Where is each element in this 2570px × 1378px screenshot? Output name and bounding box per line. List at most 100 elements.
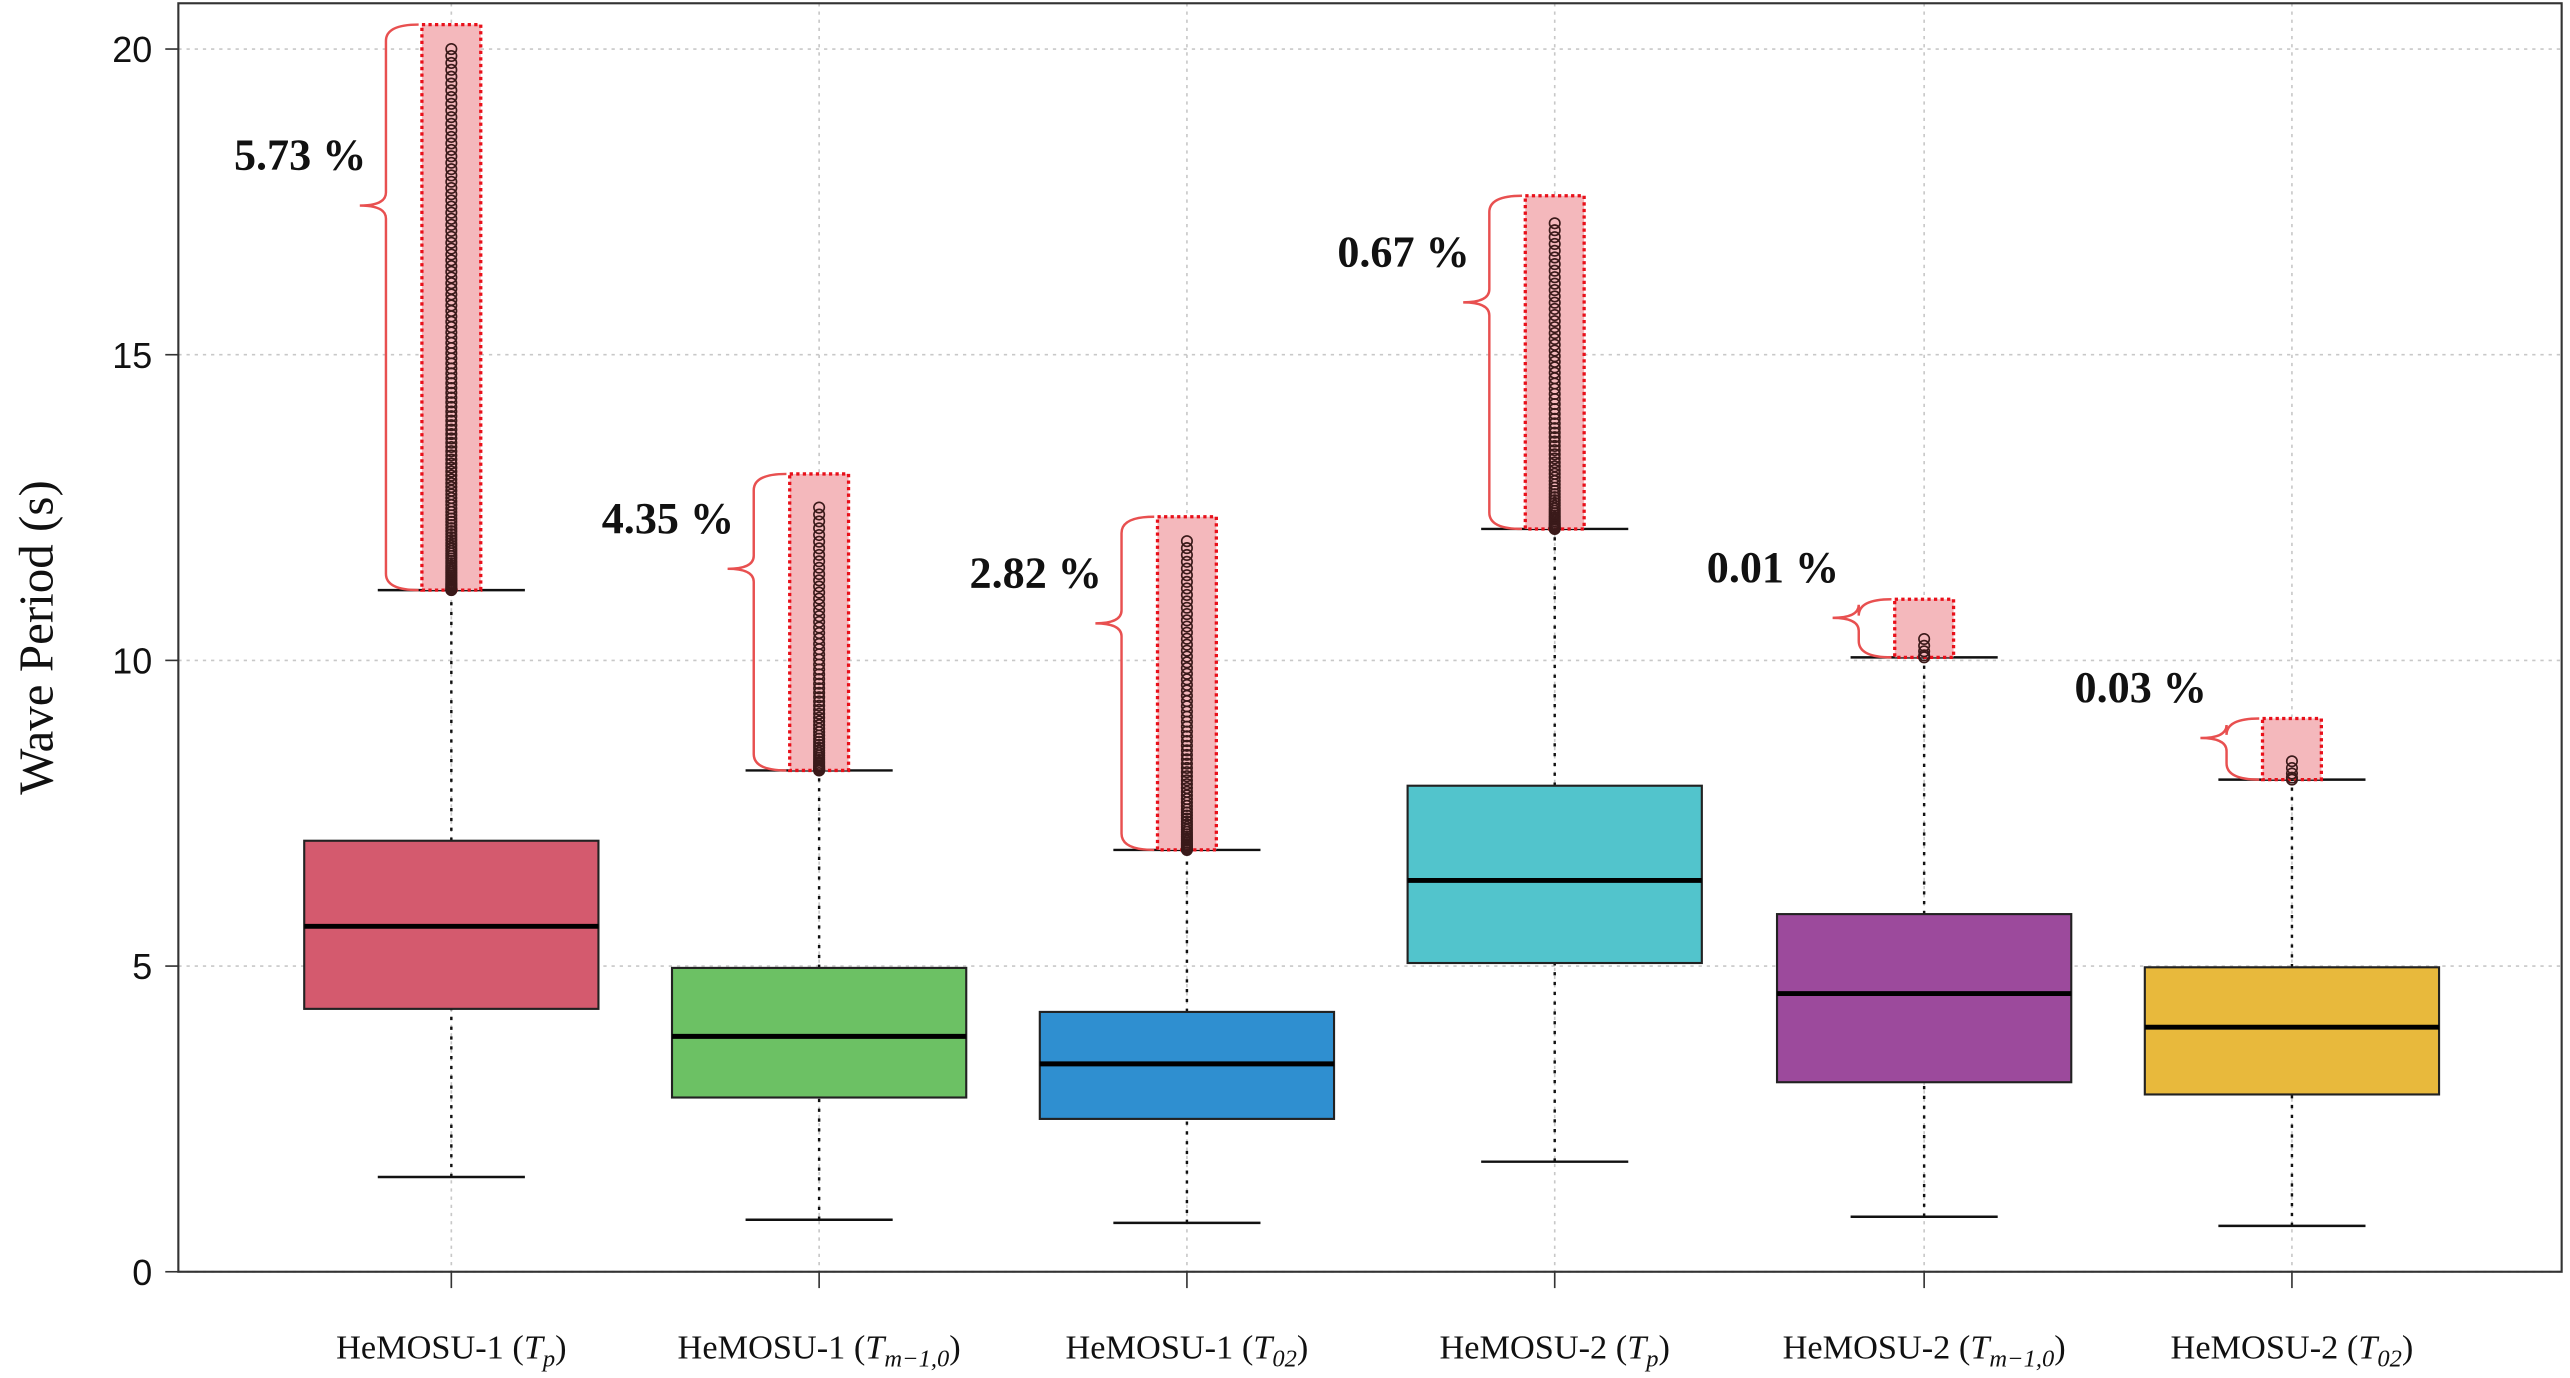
- outlier-point: [1548, 290, 1561, 303]
- outlier-point: [813, 528, 826, 542]
- outlier-point: [1548, 417, 1561, 430]
- outlier-point: [813, 555, 826, 568]
- outlier-point: [1180, 761, 1193, 774]
- outlier-percent-label: 4.35 %: [602, 494, 734, 543]
- outlier-point: [813, 695, 826, 708]
- x-tick-label: HeMOSU-2 (Tp): [1439, 1328, 1670, 1372]
- outlier-point: [1548, 448, 1561, 461]
- outlier-point: [1548, 332, 1561, 346]
- outlier-point: [445, 396, 458, 409]
- box: [670, 966, 968, 1099]
- outlier-point: [1548, 302, 1561, 315]
- outlier-point: [445, 188, 458, 201]
- outlier-brace: [1463, 194, 1523, 531]
- outlier-point: [445, 282, 458, 295]
- x-tick-label: HeMOSU-2 (Tm−1,0): [1783, 1328, 2066, 1372]
- outlier-point: [1548, 296, 1561, 309]
- outlier-point: [445, 230, 458, 243]
- outlier-point: [445, 525, 458, 538]
- outlier-point: [1180, 542, 1193, 555]
- outlier-brace: [727, 472, 787, 772]
- outlier-point: [1180, 789, 1193, 802]
- outlier-point: [445, 70, 458, 83]
- outlier-point: [445, 63, 458, 76]
- outlier-point: [445, 156, 458, 169]
- outlier-point: [445, 271, 458, 284]
- x-tick-label: HeMOSU-1 (T02): [1066, 1328, 1309, 1372]
- outlier-point: [445, 445, 458, 458]
- x-tick-label-part: HeMOSU-1 (: [678, 1328, 866, 1366]
- outlier-point: [1180, 735, 1193, 748]
- outlier-point: [1180, 535, 1193, 548]
- outlier-point: [1548, 244, 1561, 257]
- outlier-point: [1548, 452, 1561, 465]
- outlier-point: [813, 691, 826, 704]
- x-tick-label-part: p: [1644, 1346, 1658, 1373]
- outlier-point: [1180, 656, 1193, 669]
- outlier-point: [445, 56, 458, 69]
- outlier-point: [1548, 355, 1561, 368]
- outlier-point: [445, 181, 458, 195]
- outlier-point: [813, 515, 826, 528]
- outlier-point: [1548, 258, 1561, 271]
- outlier-point: [445, 236, 458, 249]
- outlier-point: [1180, 562, 1193, 575]
- x-tick-label-part: m−1,0: [884, 1346, 949, 1373]
- outlier-point: [1180, 662, 1193, 675]
- outlier-point: [1180, 614, 1193, 627]
- outlier-point: [445, 473, 458, 486]
- outlier-point: [1548, 327, 1561, 340]
- outlier-point: [813, 604, 826, 617]
- outlier-point: [445, 137, 458, 150]
- outlier-point: [445, 480, 458, 494]
- outlier-point: [1548, 435, 1561, 448]
- outlier-point: [813, 548, 826, 561]
- y-tick-label: 15: [112, 335, 152, 376]
- outlier-point: [445, 143, 458, 156]
- outlier-point: [1180, 809, 1193, 822]
- outlier-point: [445, 449, 458, 462]
- outlier-point: [445, 400, 458, 414]
- outlier-region: [1155, 515, 1218, 852]
- x-tick-label-part: HeMOSU-2 (: [1439, 1328, 1627, 1366]
- box: [1406, 784, 1703, 965]
- outlier-point: [1180, 569, 1193, 582]
- outlier-point: [813, 715, 826, 728]
- outlier-point: [1548, 309, 1561, 322]
- plot-frame: [177, 2, 2563, 1273]
- outlier-point: [445, 453, 458, 466]
- outlier-point: [1548, 264, 1561, 277]
- box: [2143, 966, 2441, 1096]
- outlier-point: [445, 410, 458, 423]
- outlier-point: [445, 175, 458, 188]
- outlier-point: [1548, 277, 1561, 290]
- outlier-point: [1548, 464, 1561, 477]
- outlier-point: [1180, 748, 1193, 761]
- outlier-point: [445, 484, 458, 497]
- outlier-point: [1180, 601, 1193, 614]
- outlier-point: [1548, 315, 1561, 328]
- outlier-percent-label: 2.82 %: [970, 548, 1102, 597]
- x-tick-label: HeMOSU-2 (T02): [2171, 1328, 2414, 1372]
- outlier-point: [445, 97, 458, 110]
- outlier-point: [813, 561, 826, 574]
- x-tick-label-part: ): [1297, 1328, 1308, 1366]
- x-tick-label-part: ): [555, 1328, 566, 1366]
- outlier-percent-label: 5.73 %: [234, 131, 366, 180]
- x-tick-label-part: ): [1659, 1328, 1670, 1366]
- outlier-point: [2285, 767, 2298, 780]
- outlier-point: [1918, 632, 1931, 646]
- outlier-point: [2285, 771, 2298, 784]
- outlier-point: [813, 686, 826, 699]
- outlier-point: [1180, 632, 1193, 645]
- outlier-point: [1918, 649, 1931, 662]
- outlier-percent-label: 0.67 %: [1337, 227, 1469, 276]
- outlier-point: [445, 163, 458, 176]
- outlier-point: [1180, 582, 1193, 595]
- outlier-point: [813, 568, 826, 581]
- outlier-point: [445, 477, 458, 490]
- outlier-point: [813, 677, 826, 690]
- outlier-point: [445, 169, 458, 182]
- outlier-point: [813, 610, 826, 623]
